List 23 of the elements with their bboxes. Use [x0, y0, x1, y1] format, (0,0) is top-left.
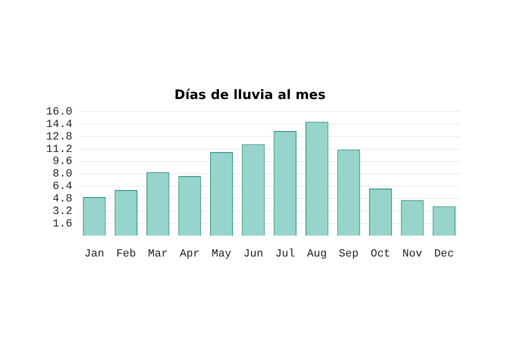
y-tick-label: 16.0 — [46, 106, 72, 119]
x-tick-label: May — [212, 248, 232, 260]
x-tick-label: Oct — [370, 248, 390, 260]
x-tick-label: Aug — [306, 248, 327, 260]
x-tick-label: Nov — [402, 248, 423, 260]
x-tick-label: Sep — [338, 248, 359, 260]
y-tick-label: 12.8 — [46, 131, 72, 144]
chart-title: Días de lluvia al mes — [174, 88, 326, 104]
y-tick-label: 9.6 — [52, 156, 72, 168]
x-tick-label: Jul — [275, 248, 296, 260]
x-tick-label: Jun — [243, 248, 264, 260]
y-tick-label: 6.4 — [52, 181, 73, 194]
y-tick-label: 3.2 — [52, 206, 72, 218]
y-tick-label: 4.8 — [52, 193, 72, 206]
x-tick-label: Dec — [434, 248, 454, 260]
y-tick-label: 14.4 — [46, 118, 73, 131]
x-tick-label: Mar — [148, 248, 168, 260]
x-tick-label: Feb — [116, 248, 136, 260]
y-tick-label: 8.0 — [52, 168, 72, 181]
y-tick-label: 11.2 — [46, 144, 72, 156]
y-tick-label: 1.6 — [52, 218, 72, 230]
x-tick-label: Jan — [84, 248, 104, 260]
x-tick-label: Apr — [180, 248, 200, 260]
